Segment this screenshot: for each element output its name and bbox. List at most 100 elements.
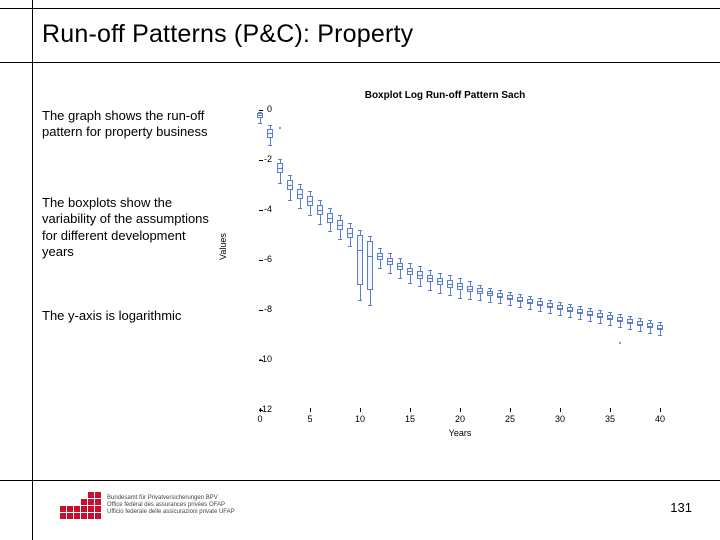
boxplot-cap [268, 125, 272, 126]
boxplot-whisker [360, 285, 361, 300]
boxplot-median [357, 250, 363, 251]
boxplot-cap [428, 270, 432, 271]
boxplot-cap [418, 286, 422, 287]
boxplot-median [657, 328, 663, 329]
boxplot-cap [438, 293, 442, 294]
logo-dot [74, 492, 80, 498]
boxplot-median [627, 322, 633, 323]
logo-line-3: Ufficio federale delle assicurazioni pri… [107, 509, 235, 516]
logo-dot [67, 499, 73, 505]
boxplot-median [497, 296, 503, 297]
boxplot-cap [288, 175, 292, 176]
boxplot-cap [568, 317, 572, 318]
boxplot-cap [478, 285, 482, 286]
boxplot-cap [658, 322, 662, 323]
logo-dot [60, 499, 66, 505]
boxplot-cap [378, 248, 382, 249]
boxplot-whisker [290, 190, 291, 200]
logo-dot [74, 499, 80, 505]
boxplot-cap [528, 309, 532, 310]
boxplot-median [537, 304, 543, 305]
boxplot-median [607, 318, 613, 319]
boxplot-median [637, 324, 643, 325]
slide-title: Run-off Patterns (P&C): Property [42, 20, 413, 49]
boxplot-median [487, 293, 493, 294]
boxplot-cap [578, 306, 582, 307]
boxplot-cap [338, 215, 342, 216]
y-tick-mark [259, 360, 263, 361]
logo-dot [88, 492, 94, 498]
boxplot-median [507, 298, 513, 299]
logo-dot [74, 513, 80, 519]
boxplot-whisker [390, 265, 391, 273]
boxplot-cap [578, 319, 582, 320]
logo-dot [67, 492, 73, 498]
boxplot-median [557, 308, 563, 309]
boxplot-cap [608, 312, 612, 313]
boxplot-cap [288, 200, 292, 201]
boxplot-cap [308, 215, 312, 216]
y-tick-mark [259, 260, 263, 261]
boxplot-whisker [310, 206, 311, 215]
boxplot-cap [468, 299, 472, 300]
boxplot-cap [508, 305, 512, 306]
boxplot-cap [638, 318, 642, 319]
boxplot-cap [518, 307, 522, 308]
x-axis-label: Years [260, 428, 660, 438]
boxplot-median [337, 225, 343, 226]
boxplot-whisker [420, 279, 421, 287]
x-tick-label: 30 [555, 414, 565, 424]
boxplot-median [387, 261, 393, 262]
boxplot-median [567, 310, 573, 311]
boxplot-cap [538, 311, 542, 312]
logo-dot [74, 506, 80, 512]
boxplot-median [367, 256, 373, 257]
boxplot-cap [368, 305, 372, 306]
x-tick-mark [260, 408, 261, 412]
boxplot-chart: Boxplot Log Run-off Pattern Sach Values … [210, 90, 680, 450]
y-tick-mark [259, 310, 263, 311]
boxplot-median [287, 185, 293, 186]
boxplot-median [377, 256, 383, 257]
boxplot-cap [458, 278, 462, 279]
logo-dot [88, 506, 94, 512]
boxplot-cap [258, 123, 262, 124]
boxplot-cap [598, 310, 602, 311]
boxplot-box [357, 235, 363, 285]
boxplot-cap [368, 236, 372, 237]
logo-dot [81, 492, 87, 498]
logo-dot [60, 513, 66, 519]
boxplot-cap [608, 325, 612, 326]
boxplot-whisker [460, 290, 461, 298]
x-tick-label: 15 [405, 414, 415, 424]
boxplot-median [597, 316, 603, 317]
logo-dot [95, 513, 101, 519]
boxplot-cap [568, 304, 572, 305]
left-vertical-rule [32, 0, 33, 540]
boxplot-median [617, 320, 623, 321]
x-tick-mark [360, 408, 361, 412]
logo-dot [81, 513, 87, 519]
boxplot-median [267, 133, 273, 134]
boxplot-cap [528, 296, 532, 297]
boxplot-cap [298, 184, 302, 185]
boxplot-cap [558, 315, 562, 316]
boxplot-median [427, 278, 433, 279]
x-tick-mark [460, 408, 461, 412]
boxplot-cap [338, 239, 342, 240]
boxplot-whisker [450, 288, 451, 296]
footer-logo: Bundesamt für Privatversicherungen BPV O… [60, 492, 235, 519]
x-tick-mark [410, 408, 411, 412]
boxplot-cap [408, 263, 412, 264]
boxplot-median [647, 326, 653, 327]
x-tick-label: 35 [605, 414, 615, 424]
boxplot-cap [618, 314, 622, 315]
logo-text: Bundesamt für Privatversicherungen BPV O… [107, 495, 235, 517]
x-tick-mark [560, 408, 561, 412]
boxplot-median [527, 302, 533, 303]
y-tick-label: -4 [242, 204, 272, 214]
slide: Run-off Patterns (P&C): Property The gra… [0, 0, 720, 540]
boxplot-cap [488, 302, 492, 303]
boxplot-cap [628, 316, 632, 317]
y-tick-mark [259, 210, 263, 211]
